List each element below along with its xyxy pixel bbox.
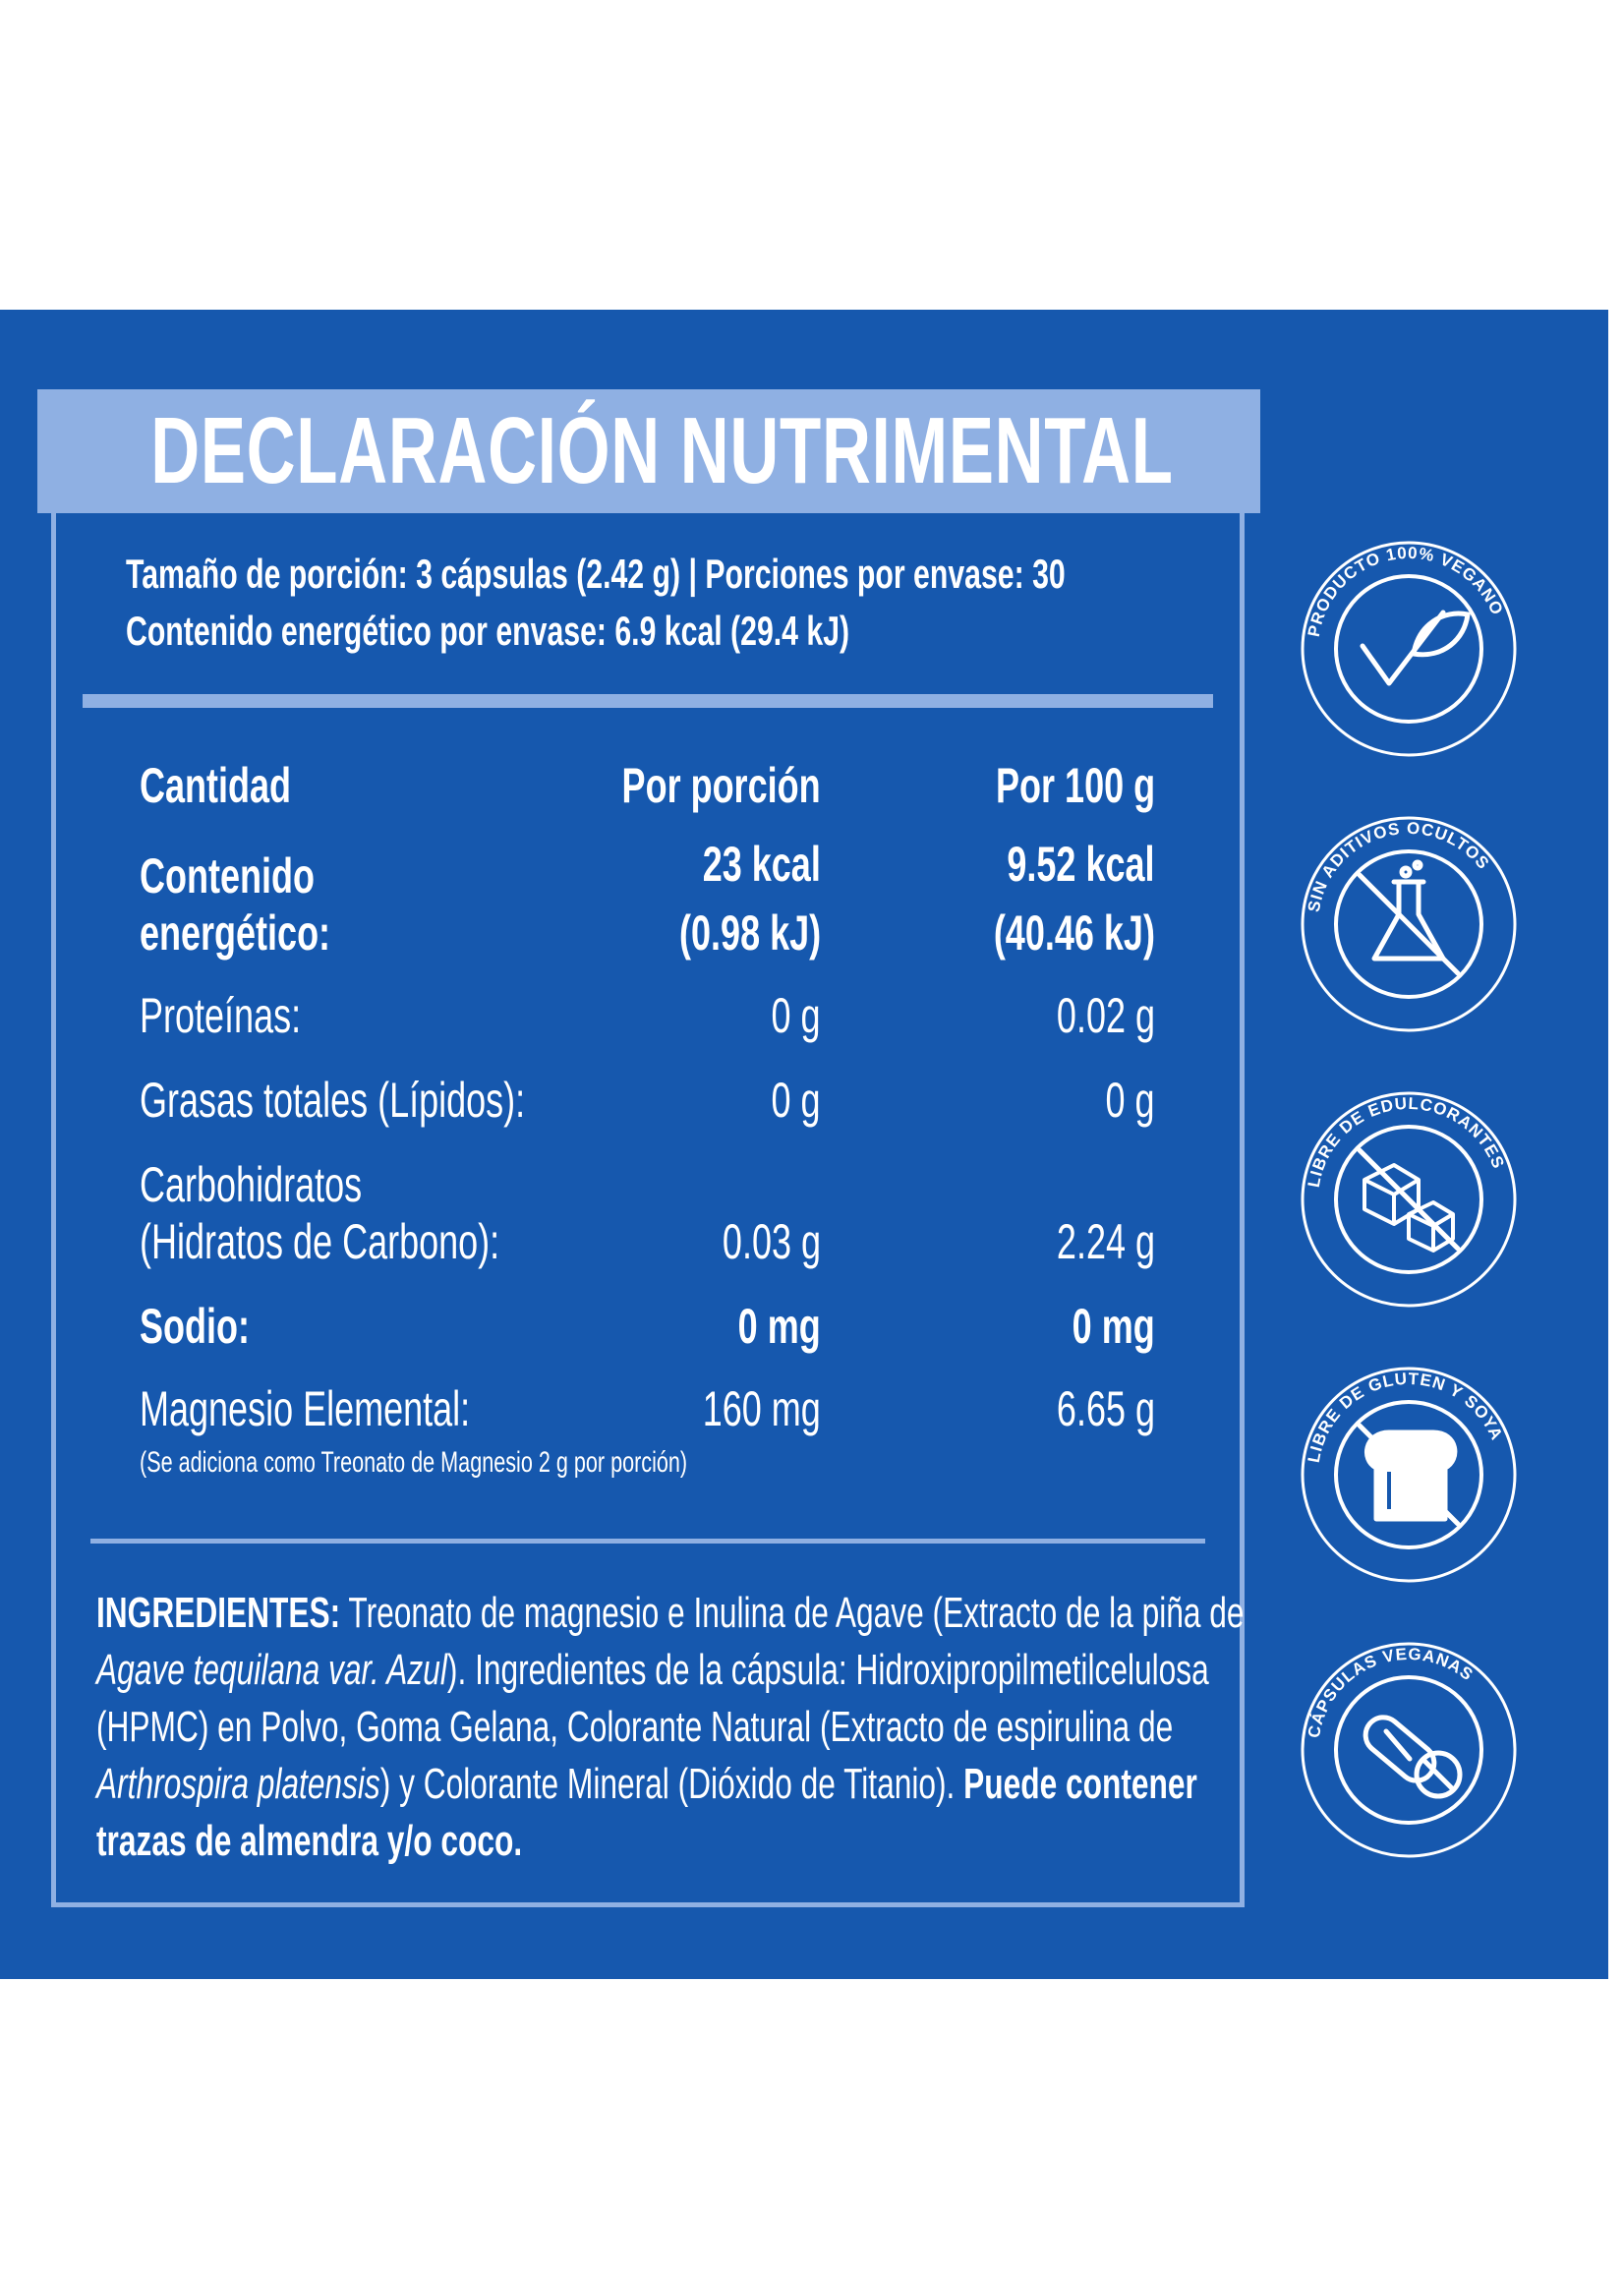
badge-vegan-capsules: CÁPSULAS VEGANAS [1296, 1637, 1522, 1863]
capsules-icon [1363, 1715, 1463, 1799]
row-energy-per-100g: 9.52 kcal (40.46 kJ) [993, 837, 1155, 961]
divider-thin [90, 1539, 1205, 1544]
row-sodium-per-100g: 0 mg [1072, 1299, 1155, 1354]
badge-no-sweeteners: LIBRE DE EDULCORANTES [1296, 1086, 1522, 1312]
row-proteins-name: Proteínas: [140, 988, 302, 1043]
bread-crossed-icon [1357, 1423, 1461, 1527]
sugar-cubes-crossed-icon [1357, 1147, 1461, 1253]
badge-no-hidden-additives: SIN ADITIVOS OCULTOS [1296, 811, 1522, 1037]
row-sodium-per-serving: 0 mg [737, 1299, 821, 1354]
row-magnesium-name: Magnesio Elemental: [140, 1381, 471, 1436]
row-carbs-per-serving: 0.03 g [722, 1214, 821, 1269]
badge-vegan-product: PRODUCTO 100% VEGANO [1296, 536, 1522, 762]
magnesium-note: (Se adiciona como Treonato de Magnesio 2… [140, 1446, 688, 1479]
flask-crossed-icon [1357, 859, 1461, 976]
row-fats-per-100g: 0 g [1105, 1073, 1155, 1128]
row-carbs-per-100g: 2.24 g [1056, 1214, 1155, 1269]
row-carbs-name: Carbohidratos (Hidratos de Carbono): [140, 1157, 500, 1269]
row-fats-per-serving: 0 g [771, 1073, 821, 1128]
row-sodium-name: Sodio: [140, 1299, 250, 1354]
ingredients-text: INGREDIENTES: Treonato de magnesio e Inu… [96, 1589, 1245, 1865]
energy-per-container-line: Contenido energético por envase: 6.9 kca… [126, 608, 850, 654]
nutrition-panel [0, 310, 1608, 1979]
row-energy-name: Contenido energético: [140, 848, 331, 961]
serving-info: Tamaño de porción: 3 cápsulas (2.42 g) |… [126, 546, 1430, 660]
row-magnesium-per-serving: 160 mg [702, 1381, 821, 1436]
row-energy-per-serving: 23 kcal (0.98 kJ) [678, 837, 821, 961]
header-cantidad: Cantidad [140, 758, 292, 813]
leaf-check-icon [1360, 610, 1471, 686]
title-band: DECLARACIÓN NUTRIMENTAL [37, 389, 1260, 513]
page-title: DECLARACIÓN NUTRIMENTAL [150, 398, 1174, 503]
row-fats-name: Grasas totales (Lípidos): [140, 1073, 526, 1128]
header-por-porcion: Por porción [621, 758, 821, 813]
divider-thick [83, 694, 1213, 708]
serving-size-line: Tamaño de porción: 3 cápsulas (2.42 g) |… [126, 551, 1066, 597]
row-magnesium-per-100g: 6.65 g [1056, 1381, 1155, 1436]
header-por-100g: Por 100 g [995, 758, 1155, 813]
ingredients-label: INGREDIENTES: [96, 1589, 341, 1637]
badge-gluten-soy-free: LIBRE DE GLUTEN Y SOYA [1296, 1362, 1522, 1588]
row-proteins-per-serving: 0 g [771, 988, 821, 1043]
row-proteins-per-100g: 0.02 g [1056, 988, 1155, 1043]
